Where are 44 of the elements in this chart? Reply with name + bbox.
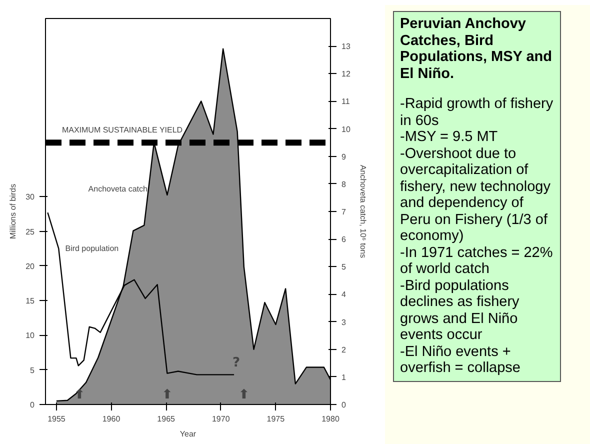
series-label: Bird population [65, 244, 119, 254]
y-tick-label: 30 [26, 192, 36, 202]
y2-tick-label: 13 [342, 42, 351, 52]
y2-tick-label: 11 [342, 97, 350, 106]
y2-tick-label: 10 [342, 124, 351, 134]
text: -Overshoot due to overcapitalization of fishery, new technology and dependency of Peru on Fishery (1/3 of economy) [400, 146, 552, 244]
text: -El Niño events + overfish = collapse [400, 344, 522, 376]
y-tick-label: 15 [26, 296, 36, 306]
ref-line-label: MAXIMUM SUSTAINABLE YIELD [62, 126, 183, 135]
y2-tick-label: 0 [342, 400, 346, 410]
x-tick-label: 1975 [266, 414, 286, 424]
y2-tick-label: 7 [342, 208, 346, 216]
text: -MSY = 9.5 MT [400, 129, 499, 146]
y-tick-label: 10 [26, 331, 36, 340]
x-tick-label: 1970 [212, 414, 230, 424]
series-label: Anchoveta catch [88, 184, 148, 194]
annotation: ⬆ [238, 388, 250, 402]
y-axis-title: Millions of birds [8, 184, 18, 240]
annotation: ⬆ [162, 388, 173, 402]
y2-tick-label: 12 [342, 70, 351, 79]
y2-tick-label: 4 [342, 290, 346, 300]
y-tick-label: 0 [30, 400, 36, 410]
y2-tick-label: 5 [342, 262, 346, 272]
y-tick-label: 5 [30, 366, 36, 375]
x-axis-title: Year [180, 430, 196, 438]
x-tick-label: 1955 [48, 414, 66, 424]
y2-tick-label: 3 [342, 318, 346, 327]
y2-tick-label: 9 [342, 152, 346, 162]
y-tick-label: 20 [26, 262, 36, 271]
y-tick-label: 25 [26, 227, 36, 236]
y2-axis-title: Anchoveta catch, 10⁶ tons [358, 164, 368, 258]
y2-tick-label: 1 [342, 372, 346, 382]
annotation: ⬆ [74, 388, 85, 402]
y2-tick-label: 8 [342, 180, 346, 189]
x-tick-label: 1965 [157, 414, 176, 424]
text: -In 1971 catches = 22% of world catch [400, 244, 554, 278]
x-tick-label: 1980 [322, 414, 340, 424]
y2-tick-label: 6 [342, 235, 346, 244]
y2-tick-label: 2 [342, 345, 346, 354]
x-tick-label: 1960 [102, 414, 121, 424]
annotation: ? [232, 356, 240, 371]
text: Peruvian Anchovy Catches, Bird Populations, MSY and El Niño. [400, 16, 553, 82]
text: -Rapid growth of fishery in 60s [400, 96, 554, 129]
text: -Bird populations declines as fishery grows and El Niño events occur [400, 278, 520, 344]
